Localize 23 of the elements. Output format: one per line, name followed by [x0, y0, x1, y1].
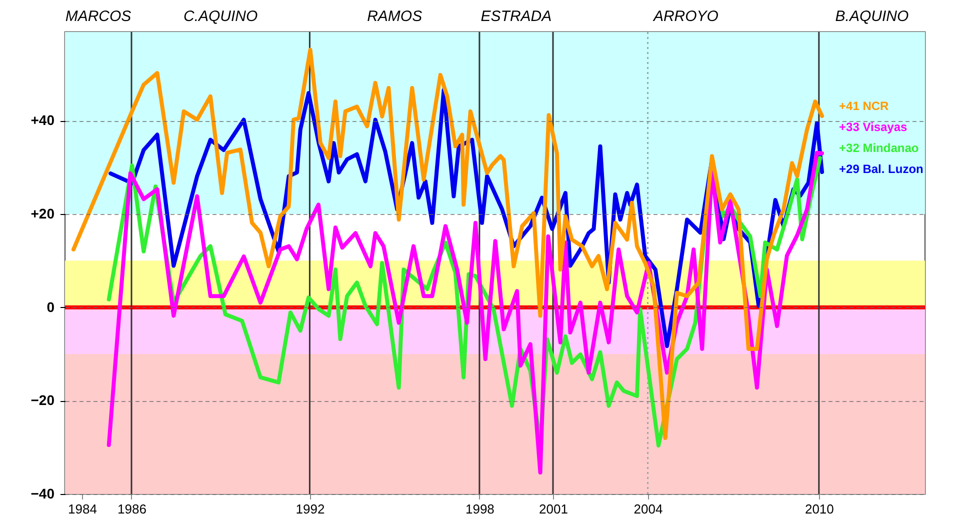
text: +33 Visayas	[839, 120, 908, 134]
y-tick-label: 0	[46, 298, 55, 315]
x-tick-label: 1986	[118, 502, 146, 516]
y-tick-label: −20	[30, 392, 55, 408]
text: ARROYO	[652, 8, 719, 25]
y-tick-label: +20	[30, 206, 55, 222]
text: RAMOS	[367, 8, 422, 25]
text: C.AQUINO	[184, 8, 258, 25]
x-tick-label: 2004	[634, 502, 663, 516]
x-tick-label: 1992	[296, 502, 325, 516]
text: MARCOS	[65, 8, 132, 25]
y-tick-label: +40	[30, 112, 55, 128]
series-label: +29 Bal. Luzon	[839, 162, 924, 176]
x-tick-label: 2001	[539, 502, 568, 516]
series-label: +41 NCR	[839, 99, 890, 113]
y-tick-label: −40	[30, 486, 55, 502]
series-label: +32 Mindanao	[839, 141, 919, 155]
line-series	[71, 48, 824, 440]
x-tick-label: 1998	[465, 502, 494, 516]
text: B.AQUINO	[835, 8, 909, 25]
x-tick-label: 2010	[804, 502, 834, 516]
x-tick-label: 1984	[68, 502, 97, 516]
text: ESTRADA	[480, 8, 552, 25]
